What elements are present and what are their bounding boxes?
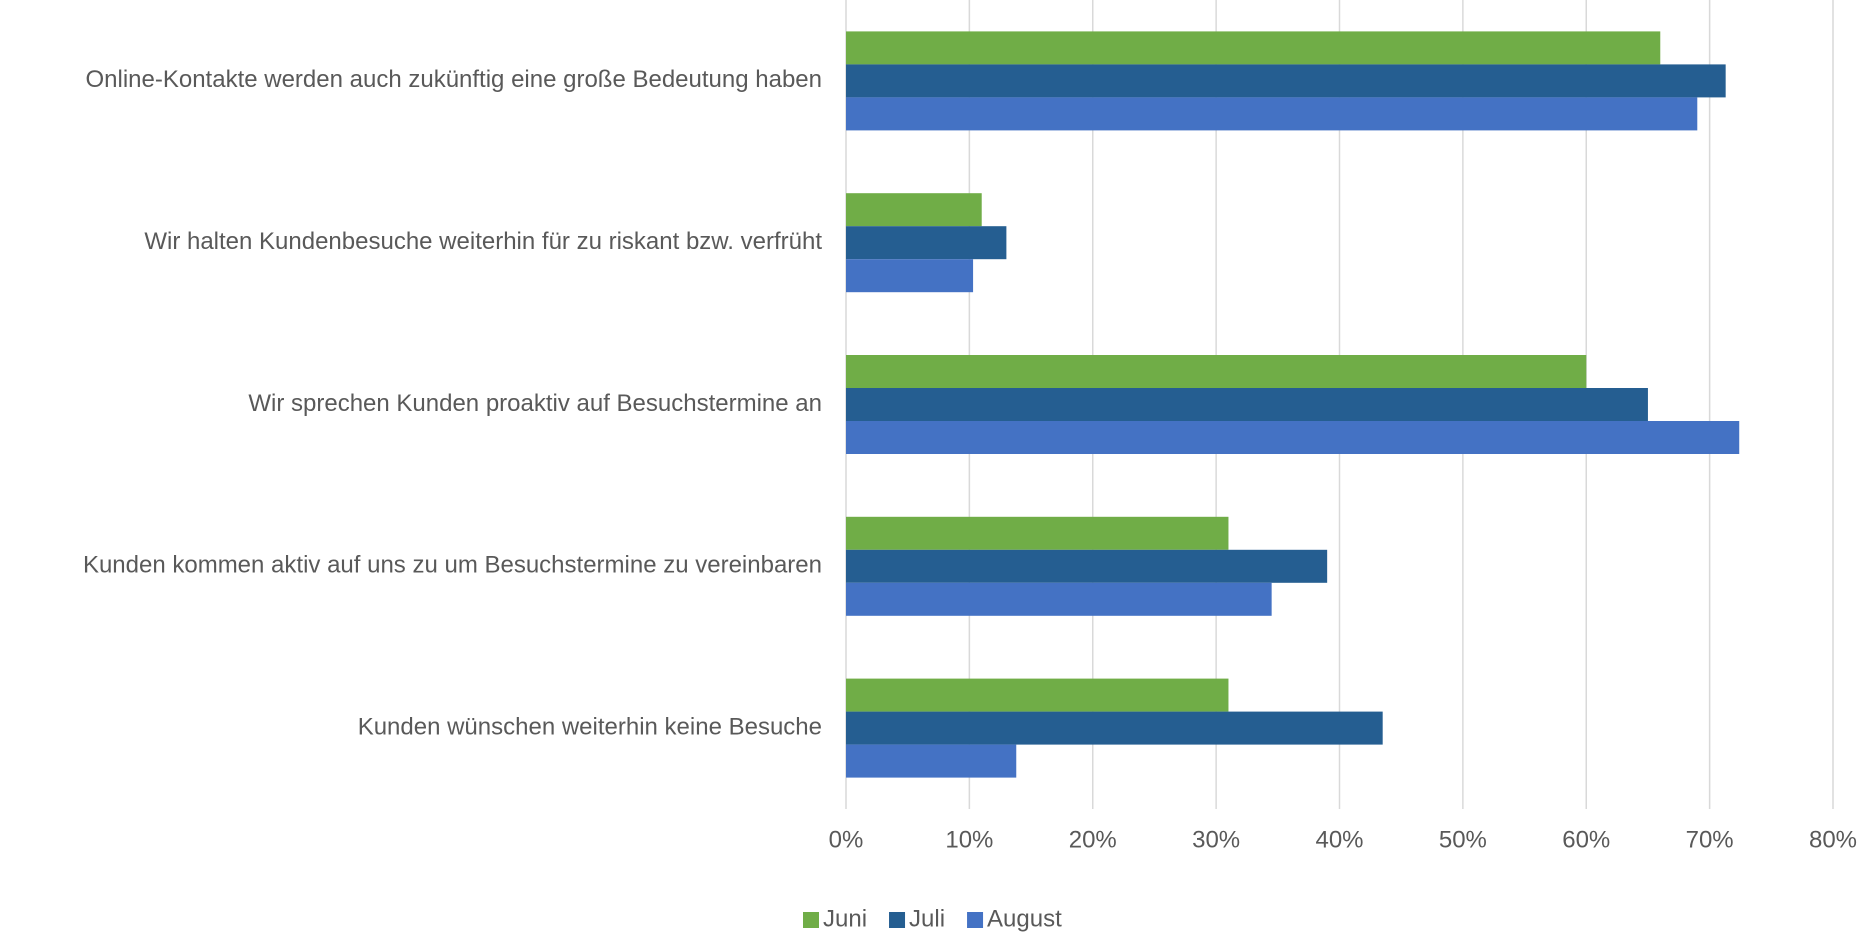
x-tick-label: 30%	[1192, 826, 1240, 853]
x-tick-label: 0%	[829, 826, 864, 853]
bar	[846, 549, 1328, 583]
legend-label: Juli	[909, 905, 945, 932]
category-label: Kunden wünschen weiterhin keine Besuche	[358, 713, 822, 740]
bar	[846, 355, 1587, 388]
bar	[846, 31, 1661, 65]
legend-label: Juni	[823, 905, 867, 932]
category-label: Wir halten Kundenbesuche weiterhin für z…	[144, 228, 822, 255]
bar	[846, 744, 1017, 778]
legend-swatch	[889, 912, 906, 928]
legend-swatch	[967, 912, 984, 928]
legend-label: August	[987, 905, 1062, 932]
bar	[846, 678, 1229, 712]
x-tick-label: 60%	[1562, 826, 1610, 853]
x-tick-label: 70%	[1686, 826, 1734, 853]
bar	[846, 516, 1229, 550]
x-tick-label: 50%	[1439, 826, 1487, 853]
bar	[846, 226, 1007, 260]
bar	[846, 193, 982, 227]
x-tick-label: 80%	[1809, 826, 1857, 853]
x-tick-label: 40%	[1315, 826, 1363, 853]
bar	[846, 259, 974, 293]
bar	[846, 582, 1272, 616]
category-label: Kunden kommen aktiv auf uns zu um Besuch…	[83, 552, 822, 579]
bar	[846, 421, 1740, 454]
x-tick-label: 20%	[1069, 826, 1117, 853]
bar	[846, 64, 1726, 98]
bar	[846, 388, 1648, 421]
bar	[846, 97, 1698, 131]
x-tick-label: 10%	[945, 826, 993, 853]
legend-swatch	[803, 912, 819, 928]
bar	[846, 711, 1383, 745]
category-label: Online-Kontakte werden auch zukünftig ei…	[85, 66, 822, 93]
category-label: Wir sprechen Kunden proaktiv auf Besuchs…	[248, 390, 822, 417]
